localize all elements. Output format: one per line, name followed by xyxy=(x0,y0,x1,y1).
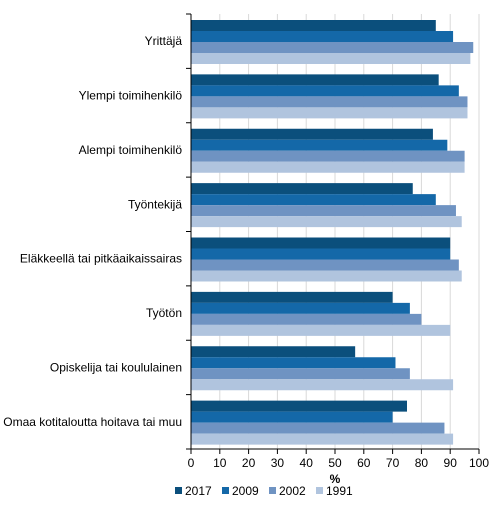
bar-2009 xyxy=(191,302,410,314)
legend-swatch-1991 xyxy=(316,487,323,494)
bar-2002 xyxy=(191,150,465,162)
legend-label: 2002 xyxy=(279,484,306,498)
category-label: Omaa kotitaloutta hoitava tai muu xyxy=(3,415,182,429)
bar-2017 xyxy=(191,400,407,412)
bar-2017 xyxy=(191,291,393,303)
x-tick-label: 40 xyxy=(300,456,314,470)
category-label: Opiskelija tai koululainen xyxy=(50,360,182,374)
bar-2002 xyxy=(191,313,422,325)
bar-2002 xyxy=(191,96,468,108)
bar-2002 xyxy=(191,205,456,217)
x-tick-label: 30 xyxy=(271,456,285,470)
bar-2002 xyxy=(191,368,410,380)
x-tick-label: 70 xyxy=(386,456,400,470)
x-tick-label: 50 xyxy=(328,456,342,470)
category-label: Alempi toimihenkilö xyxy=(79,143,183,157)
bar-2009 xyxy=(191,85,459,97)
bar-2017 xyxy=(191,346,356,358)
category-labels: Yrittäjä Ylempi toimihenkilö Alempi toimih… xyxy=(3,34,182,429)
category-label: Ylempi toimihenkilö xyxy=(79,89,183,103)
legend-swatch-2002 xyxy=(269,487,276,494)
x-tick-label: 80 xyxy=(415,456,429,470)
bar-2017 xyxy=(191,237,451,249)
category-label: Yrittäjä xyxy=(145,34,183,48)
bar-2017 xyxy=(191,128,433,140)
bar-1991 xyxy=(191,53,471,64)
legend-swatch-2017 xyxy=(175,487,182,494)
bar-1991 xyxy=(191,161,465,173)
bar-2002 xyxy=(191,422,445,434)
bar-2002 xyxy=(191,259,459,271)
bar-1991 xyxy=(191,216,462,228)
axes xyxy=(186,13,480,454)
bar-2017 xyxy=(191,183,413,195)
bar-1991 xyxy=(191,107,468,119)
category-label: Eläkkeellä tai pitkäaikaissairas xyxy=(20,252,182,266)
x-tick-label: 90 xyxy=(444,456,458,470)
bar-1991 xyxy=(191,270,462,282)
bar-1991 xyxy=(191,433,454,445)
x-tick-label: 100 xyxy=(469,456,489,470)
legend-label: 2009 xyxy=(232,484,259,498)
bar-2009 xyxy=(191,248,451,260)
x-tick-label: 10 xyxy=(213,456,227,470)
x-axis-title: % xyxy=(330,472,341,486)
bar-2017 xyxy=(191,74,439,86)
legend: 2017 2009 2002 1991 xyxy=(175,484,353,498)
category-label: Työtön xyxy=(146,306,182,320)
bar-1991 xyxy=(191,324,451,336)
bar-2002 xyxy=(191,42,474,53)
bars xyxy=(191,20,474,445)
x-tick-label: 0 xyxy=(188,456,195,470)
category-label: Työntekijä xyxy=(128,197,182,211)
legend-label: 2017 xyxy=(185,484,212,498)
bar-2017 xyxy=(191,20,436,31)
bar-1991 xyxy=(191,379,454,391)
x-tick-label: 60 xyxy=(357,456,371,470)
bar-2009 xyxy=(191,139,448,151)
bar-2009 xyxy=(191,357,396,369)
tick-labels: 0 10 20 30 40 50 60 70 80 90 100 xyxy=(188,456,490,470)
bar-2009 xyxy=(191,194,436,206)
legend-label: 1991 xyxy=(326,484,353,498)
bar-2009 xyxy=(191,31,454,42)
x-tick-label: 20 xyxy=(242,456,256,470)
legend-swatch-2009 xyxy=(222,487,229,494)
bar-2009 xyxy=(191,411,393,423)
